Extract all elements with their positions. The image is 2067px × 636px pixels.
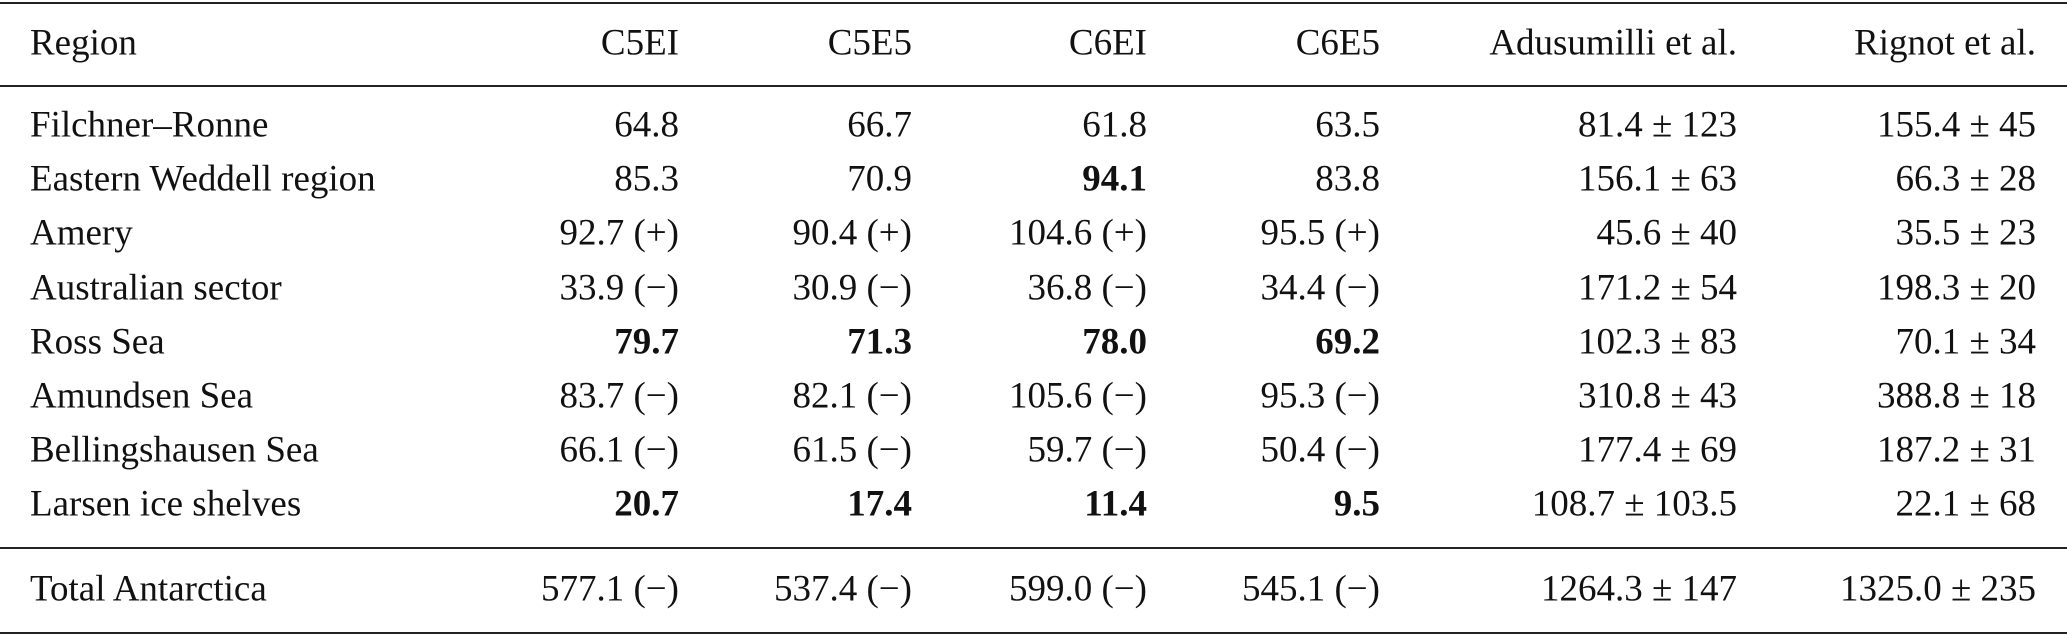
value-cell: 45.6 ± 40 — [1596, 212, 1737, 254]
value-cell: 59.7 (−) — [1027, 429, 1147, 471]
value-cell: 35.5 ± 23 — [1895, 212, 2036, 254]
total-cell: 1264.3 ± 147 — [1540, 568, 1737, 610]
value-cell: 95.3 (−) — [1260, 375, 1380, 417]
region-cell: Filchner–Ronne — [30, 104, 269, 146]
value-cell: 70.9 — [847, 158, 912, 200]
value-cell: 94.1 — [1082, 158, 1147, 200]
region-cell: Bellingshausen Sea — [30, 429, 319, 471]
header-cell: C5EI — [600, 22, 679, 64]
value-cell: 20.7 — [614, 483, 679, 525]
value-cell: 187.2 ± 31 — [1876, 429, 2036, 471]
header-cell: Region — [30, 22, 137, 64]
value-cell: 70.1 ± 34 — [1895, 321, 2036, 363]
value-cell: 79.7 — [614, 321, 679, 363]
value-cell: 85.3 — [614, 158, 679, 200]
value-cell: 11.4 — [1084, 483, 1147, 525]
value-cell: 81.4 ± 123 — [1577, 104, 1737, 146]
value-cell: 61.8 — [1082, 104, 1147, 146]
value-cell: 78.0 — [1082, 321, 1147, 363]
value-cell: 177.4 ± 69 — [1577, 429, 1737, 471]
value-cell: 61.5 (−) — [792, 429, 912, 471]
total-cell: 537.4 (−) — [773, 568, 912, 610]
value-cell: 34.4 (−) — [1260, 267, 1380, 309]
value-cell: 66.7 — [847, 104, 912, 146]
value-cell: 69.2 — [1315, 321, 1380, 363]
value-cell: 83.8 — [1315, 158, 1380, 200]
value-cell: 108.7 ± 103.5 — [1531, 483, 1737, 525]
value-cell: 102.3 ± 83 — [1577, 321, 1737, 363]
value-cell: 30.9 (−) — [792, 267, 912, 309]
value-cell: 156.1 ± 63 — [1577, 158, 1737, 200]
top-rule — [0, 2, 2067, 4]
value-cell: 71.3 — [847, 321, 912, 363]
header-cell: C6EI — [1068, 22, 1147, 64]
region-cell: Eastern Weddell region — [30, 158, 376, 200]
total-label: Total Antarctica — [30, 568, 267, 610]
value-cell: 198.3 ± 20 — [1876, 267, 2036, 309]
value-cell: 105.6 (−) — [1008, 375, 1147, 417]
header-cell: C6E5 — [1295, 22, 1380, 64]
header-rule — [0, 85, 2067, 87]
total-cell: 599.0 (−) — [1008, 568, 1147, 610]
value-cell: 22.1 ± 68 — [1895, 483, 2036, 525]
value-cell: 155.4 ± 45 — [1876, 104, 2036, 146]
value-cell: 171.2 ± 54 — [1577, 267, 1737, 309]
header-cell: Adusumilli et al. — [1489, 22, 1737, 64]
bottom-rule — [0, 632, 2067, 634]
header-cell: Rignot et al. — [1854, 22, 2036, 64]
value-cell: 66.3 ± 28 — [1895, 158, 2036, 200]
value-cell: 63.5 — [1315, 104, 1380, 146]
total-cell: 577.1 (−) — [540, 568, 679, 610]
value-cell: 95.5 (+) — [1260, 212, 1380, 254]
value-cell: 104.6 (+) — [1008, 212, 1147, 254]
value-cell: 82.1 (−) — [792, 375, 912, 417]
value-cell: 92.7 (+) — [559, 212, 679, 254]
value-cell: 388.8 ± 18 — [1876, 375, 2036, 417]
value-cell: 66.1 (−) — [559, 429, 679, 471]
value-cell: 50.4 (−) — [1260, 429, 1380, 471]
region-cell: Larsen ice shelves — [30, 483, 302, 525]
value-cell: 33.9 (−) — [559, 267, 679, 309]
value-cell: 64.8 — [614, 104, 679, 146]
region-cell: Australian sector — [30, 267, 282, 309]
total-rule — [0, 547, 2067, 549]
value-cell: 17.4 — [847, 483, 912, 525]
region-cell: Amery — [30, 212, 133, 254]
total-cell: 545.1 (−) — [1241, 568, 1380, 610]
value-cell: 83.7 (−) — [559, 375, 679, 417]
value-cell: 9.5 — [1333, 483, 1380, 525]
total-cell: 1325.0 ± 235 — [1839, 568, 2036, 610]
region-cell: Amundsen Sea — [30, 375, 253, 417]
value-cell: 310.8 ± 43 — [1577, 375, 1737, 417]
header-cell: C5E5 — [827, 22, 912, 64]
region-cell: Ross Sea — [30, 321, 165, 363]
value-cell: 90.4 (+) — [792, 212, 912, 254]
value-cell: 36.8 (−) — [1027, 267, 1147, 309]
